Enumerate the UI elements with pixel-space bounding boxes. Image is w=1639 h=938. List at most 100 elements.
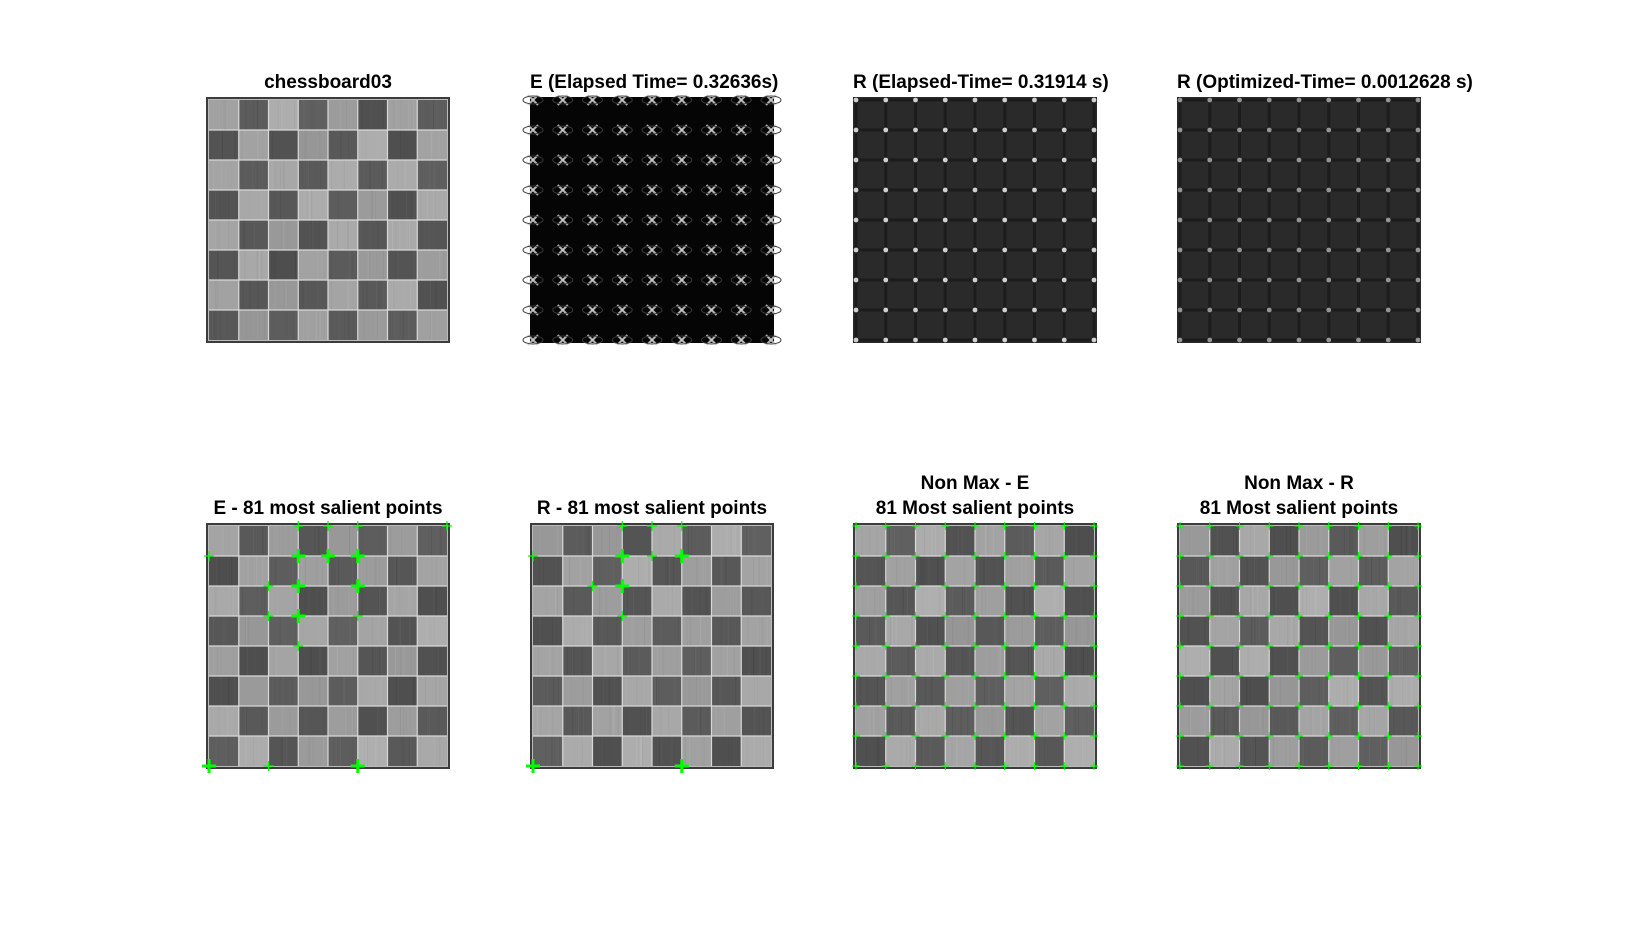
response-peak (1207, 187, 1213, 193)
panel-title-nonmax-r-line2: 81 Most salient points (1199, 498, 1399, 519)
salient-point-marker (1354, 702, 1363, 710)
response-peak (883, 187, 889, 193)
response-peak (1266, 127, 1272, 133)
salient-point-marker (1354, 672, 1363, 680)
board-square (328, 250, 358, 280)
response-blob (641, 154, 663, 166)
response-peak (1237, 247, 1242, 253)
board-square (915, 646, 946, 676)
board-square (298, 160, 328, 190)
board-square (1358, 736, 1389, 766)
salient-point-marker (1090, 762, 1098, 770)
salient-point-marker (1235, 552, 1244, 560)
board-square (1209, 556, 1240, 586)
response-peak (1207, 127, 1213, 133)
board-square (945, 706, 975, 736)
response-peak (1326, 277, 1332, 283)
board-square (856, 706, 886, 736)
response-peak (972, 157, 978, 163)
board-square (1358, 676, 1389, 706)
salient-point-marker (1324, 762, 1333, 770)
salient-point-marker (1205, 552, 1214, 560)
board-square (592, 736, 623, 766)
board-square (387, 100, 418, 130)
response-blob (730, 334, 752, 346)
salient-point-marker (1060, 732, 1069, 740)
board-square (533, 706, 563, 736)
board-square (1358, 526, 1389, 556)
response-peak (1415, 217, 1421, 223)
salient-point-marker (1414, 702, 1422, 710)
response-peak (1177, 127, 1183, 133)
response-peak (1002, 157, 1008, 163)
panel-title-e-salient: E - 81 most salient points (213, 498, 443, 519)
board-square (268, 100, 299, 130)
salient-point-marker (1205, 672, 1214, 680)
salient-point-marker (881, 732, 890, 740)
salient-point-marker (852, 582, 860, 590)
board-square (915, 616, 946, 646)
response-peak (913, 307, 918, 313)
response-peak (1177, 97, 1183, 103)
salient-point-marker (263, 611, 274, 621)
e-response-image (522, 94, 782, 346)
board-square (1388, 556, 1418, 586)
salient-point-marker (647, 551, 657, 561)
salient-point-marker (971, 702, 979, 710)
salient-point-marker (1414, 522, 1422, 530)
response-peak (1002, 97, 1008, 103)
salient-point-marker (1265, 522, 1274, 530)
salient-point-marker (676, 521, 687, 531)
salient-point-marker (1354, 612, 1363, 620)
response-blob (701, 244, 722, 256)
panel-svg (206, 97, 450, 343)
response-blob (641, 214, 663, 226)
response-peak (1091, 247, 1097, 253)
response-peak (913, 187, 918, 193)
salient-point-marker (1265, 552, 1274, 560)
salient-point-marker (1384, 612, 1393, 620)
board-square (1239, 616, 1270, 646)
salient-point-marker (1295, 552, 1303, 560)
board-square (1269, 646, 1299, 676)
response-peak (1032, 97, 1037, 103)
board-square (387, 586, 418, 616)
salient-point-marker (1235, 672, 1244, 680)
board-square (945, 676, 975, 706)
board-square (1064, 736, 1094, 766)
response-peak (1266, 187, 1272, 193)
response-blob (522, 184, 544, 196)
response-peak (913, 247, 918, 253)
response-peak (1032, 157, 1037, 163)
board-square (1358, 616, 1389, 646)
board-square (562, 736, 593, 766)
response-peak (1296, 97, 1302, 103)
board-square (856, 586, 886, 616)
salient-point-marker (1295, 522, 1303, 530)
board-square (417, 100, 447, 130)
response-peak (1237, 187, 1242, 193)
salient-point-marker (1384, 702, 1393, 710)
response-blob (730, 154, 752, 166)
board-square (298, 556, 328, 586)
salient-point-marker (1176, 702, 1184, 710)
salient-point-marker (1295, 582, 1303, 590)
response-peak (1091, 217, 1097, 223)
salient-point-marker (1090, 522, 1098, 530)
salient-point-marker (1414, 612, 1422, 620)
board-square (209, 706, 239, 736)
salient-point-marker (881, 612, 890, 620)
response-peak (1032, 187, 1037, 193)
board-square (417, 160, 447, 190)
response-peak (1237, 127, 1242, 133)
board-square (711, 616, 742, 646)
response-blob (552, 214, 574, 226)
response-peak (1266, 307, 1272, 313)
salient-point-marker (1295, 642, 1303, 650)
salient-point-marker (1205, 762, 1214, 770)
board-square (238, 310, 269, 340)
response-peak (942, 127, 948, 133)
salient-point-marker (1324, 612, 1333, 620)
salient-point-marker (881, 552, 890, 560)
response-peak (1356, 247, 1361, 253)
